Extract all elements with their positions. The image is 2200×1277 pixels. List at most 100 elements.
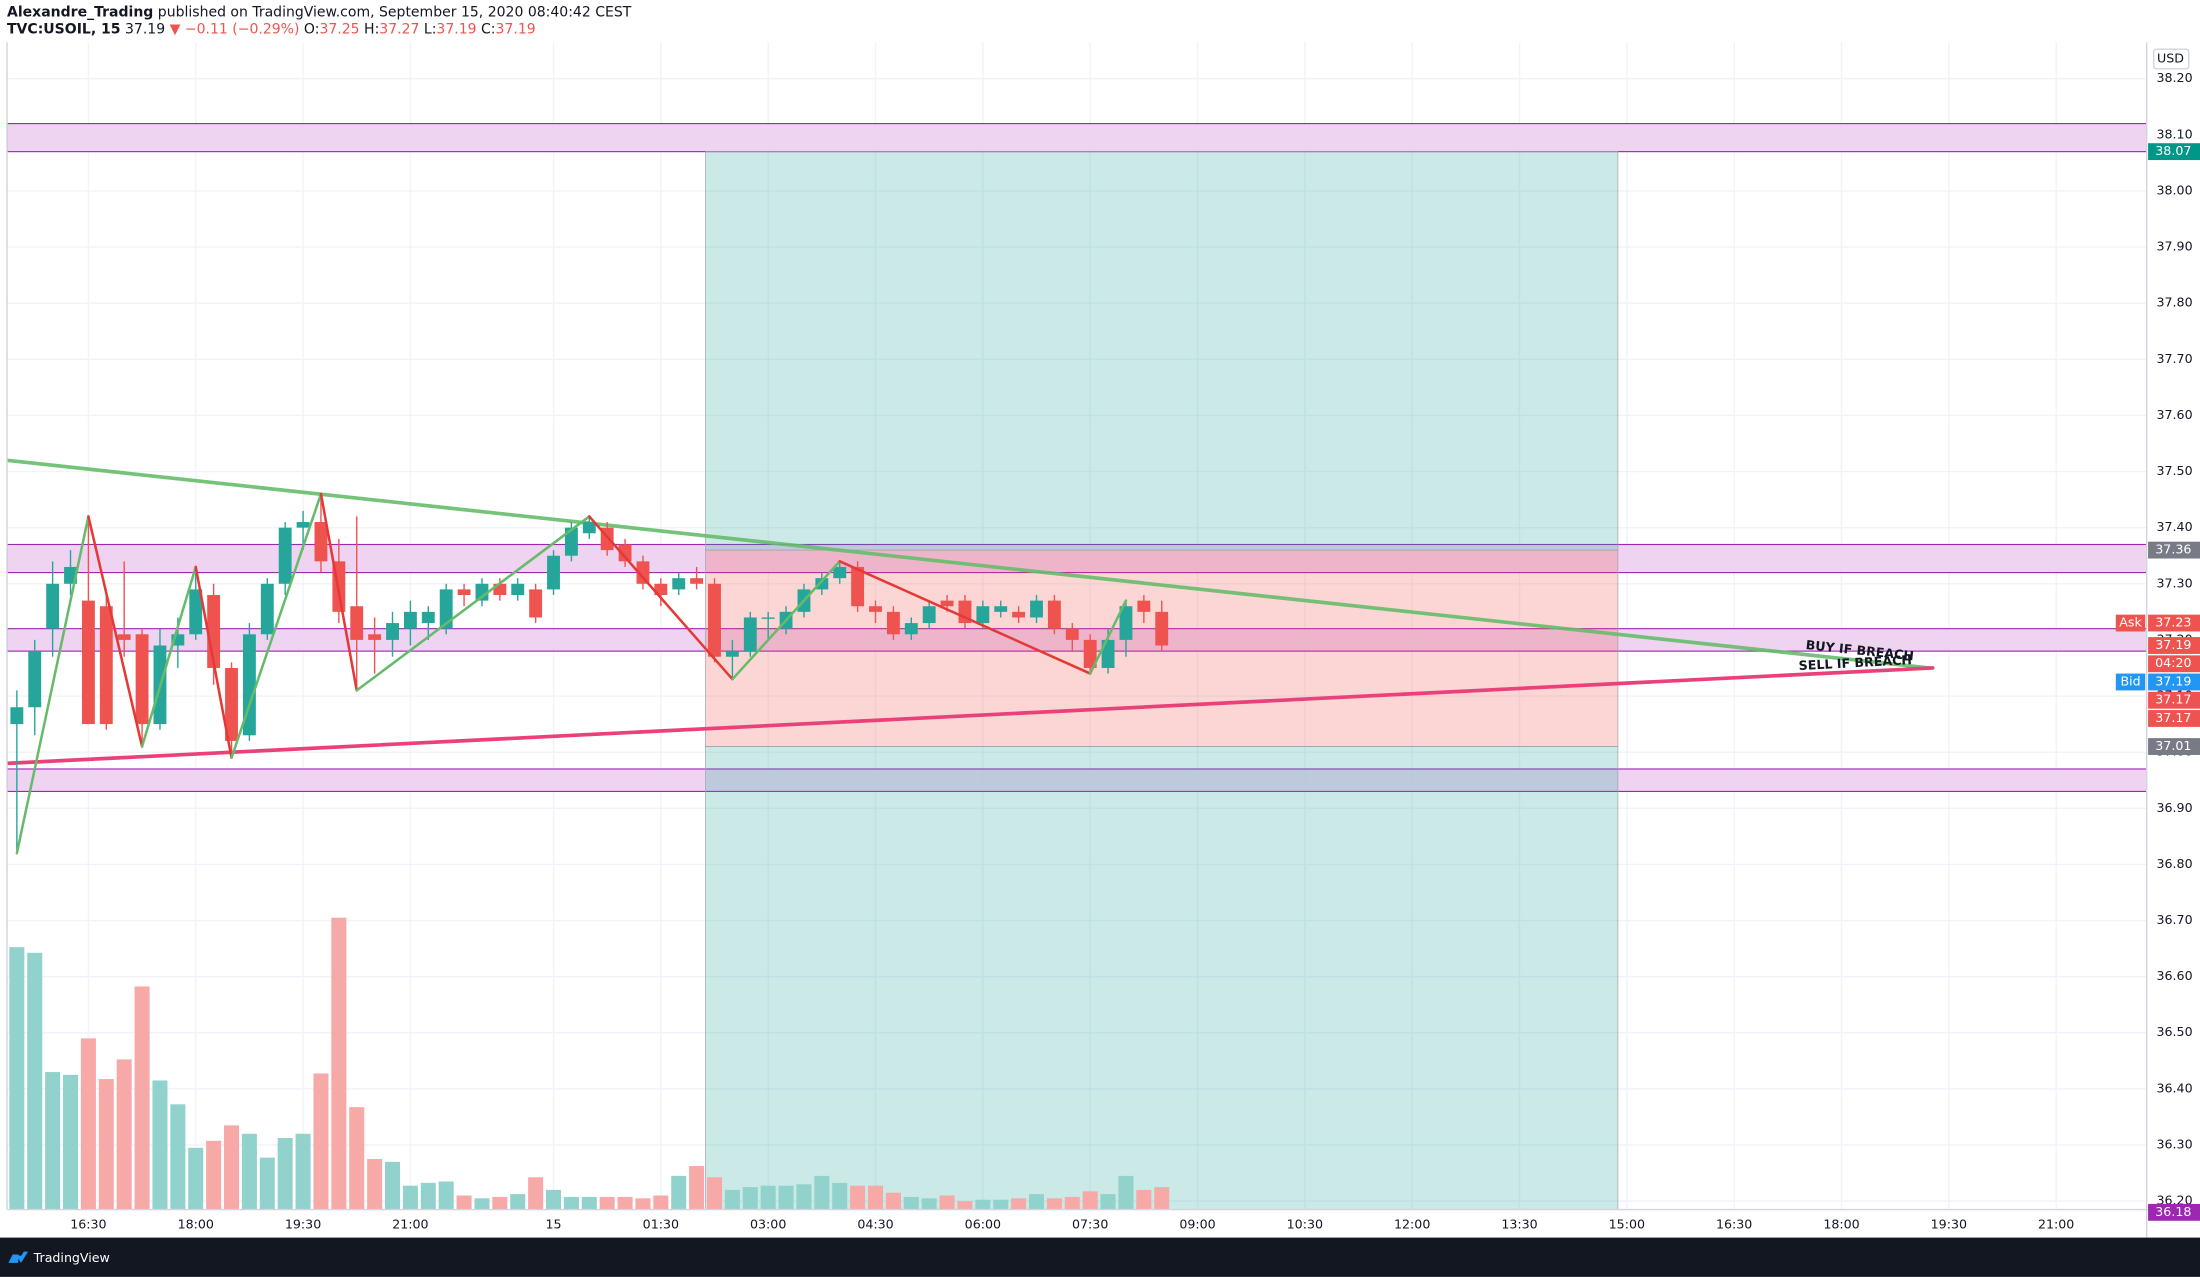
price-badge-label: 37.17: [2155, 692, 2191, 707]
candle-body: [260, 583, 274, 635]
zigzag-segment: [588, 515, 734, 681]
x-tick-label: 16:30: [70, 1216, 106, 1231]
x-tick-label: 04:30: [857, 1216, 893, 1231]
volume-bar: [241, 1133, 257, 1210]
volume-bar: [438, 1181, 454, 1210]
candle-body: [386, 623, 399, 640]
x-tick-label: 19:30: [285, 1216, 321, 1231]
volume-bar: [1100, 1194, 1116, 1210]
candle-body: [672, 578, 686, 590]
price-tag-label: Bid: [2120, 673, 2140, 688]
candle-body: [582, 522, 596, 534]
candle-body: [81, 600, 95, 725]
candle-body: [869, 606, 882, 612]
candle-body: [457, 589, 471, 596]
annotation: SELL IF BREACH: [1798, 652, 1912, 673]
x-tick-label: 12:00: [1394, 1216, 1430, 1231]
y-tick-label: 36.40: [2157, 1080, 2193, 1095]
candle-body: [958, 600, 972, 624]
zone: [7, 543, 2147, 574]
candle-body: [761, 617, 775, 619]
candle-body: [1012, 611, 1026, 618]
price-badge: [2148, 673, 2200, 691]
zigzag-segment: [230, 492, 323, 760]
position-box: [705, 746, 1619, 1210]
volume-bar: [188, 1147, 204, 1210]
brand-logo: [8, 1251, 29, 1263]
price-badge: [2148, 541, 2200, 559]
candle-body: [815, 578, 829, 590]
volume-bar: [563, 1196, 579, 1210]
x-tick-label: 21:00: [2038, 1216, 2074, 1231]
footer-bar: [0, 1237, 2200, 1277]
x-tick-label: 19:30: [1931, 1216, 1967, 1231]
volume-bar: [850, 1185, 866, 1210]
zigzag-segment: [838, 560, 1092, 675]
x-tick-label: 06:00: [965, 1216, 1001, 1231]
volume-bar: [27, 952, 43, 1210]
zigzag-segment: [731, 560, 841, 681]
volume-bar: [1082, 1191, 1098, 1210]
y-tick-label: 36.80: [2157, 856, 2193, 871]
candle-body: [439, 589, 453, 629]
x-tick-label: 13:30: [1501, 1216, 1537, 1231]
brand: TradingView: [33, 1250, 110, 1265]
price-badge: [2148, 655, 2200, 673]
volume-bar: [277, 1137, 293, 1210]
ohlc-c-key: C:: [481, 22, 496, 38]
volume-bar: [9, 947, 25, 1210]
volume-bar: [402, 1185, 418, 1210]
volume-bar: [814, 1175, 830, 1210]
volume-bar: [599, 1196, 615, 1210]
candle-body: [636, 561, 650, 584]
volume-bar: [832, 1182, 848, 1210]
y-tick-label: 38.10: [2157, 126, 2193, 141]
trendline: [7, 458, 1931, 670]
ohlc-l-key: L:: [424, 22, 437, 38]
zigzag-segment: [140, 565, 198, 748]
change: ▼ −0.11 (−0.29%): [170, 22, 300, 38]
x-tick-label: 18:00: [1823, 1216, 1859, 1231]
zigzag-segment: [1088, 599, 1128, 675]
candle-body: [690, 578, 704, 584]
symbol: TVC:USOIL, 15: [7, 22, 121, 38]
price-badge-label: 37.23: [2155, 615, 2191, 630]
zigzag-segment: [15, 515, 90, 855]
candle-body: [99, 606, 113, 725]
candle-body: [350, 606, 364, 640]
y-tick-label: 37.50: [2157, 463, 2193, 478]
y-tick-label: 36.30: [2157, 1137, 2193, 1152]
candle-body: [403, 611, 417, 629]
unit-label: USD: [2157, 51, 2184, 66]
candle-body: [1155, 611, 1169, 646]
volume-bar: [742, 1187, 758, 1210]
volume-bar: [1046, 1198, 1062, 1210]
volume-bar: [492, 1196, 508, 1210]
volume-bar: [975, 1199, 991, 1210]
volume-bar: [671, 1175, 687, 1210]
volume-bar: [367, 1159, 383, 1210]
volume-bar: [206, 1140, 222, 1210]
volume-bar: [993, 1199, 1009, 1210]
price-badge-label: 37.19: [2155, 673, 2191, 688]
volume-bar: [456, 1195, 472, 1210]
candle-body: [886, 611, 900, 635]
volume-bar: [939, 1195, 955, 1210]
price-badge-label: 37.01: [2155, 738, 2191, 753]
y-tick-label: 36.70: [2157, 912, 2193, 927]
candle-body: [46, 583, 60, 629]
position-box: [705, 151, 1619, 551]
volume-bar: [1011, 1198, 1027, 1210]
header-line1: Alexandre_Trading published on TradingVi…: [7, 5, 632, 21]
volume-bar: [474, 1198, 490, 1210]
price-tag-label: Ask: [2119, 615, 2142, 630]
ohlc-h: 37.27: [379, 22, 419, 38]
price-badge: [2148, 691, 2200, 709]
volume-bar: [1064, 1196, 1080, 1210]
price-badge: [2148, 637, 2200, 654]
y-tick-label: 37.70: [2157, 351, 2193, 366]
volume-bar: [617, 1196, 633, 1210]
volume-bar: [385, 1161, 401, 1210]
